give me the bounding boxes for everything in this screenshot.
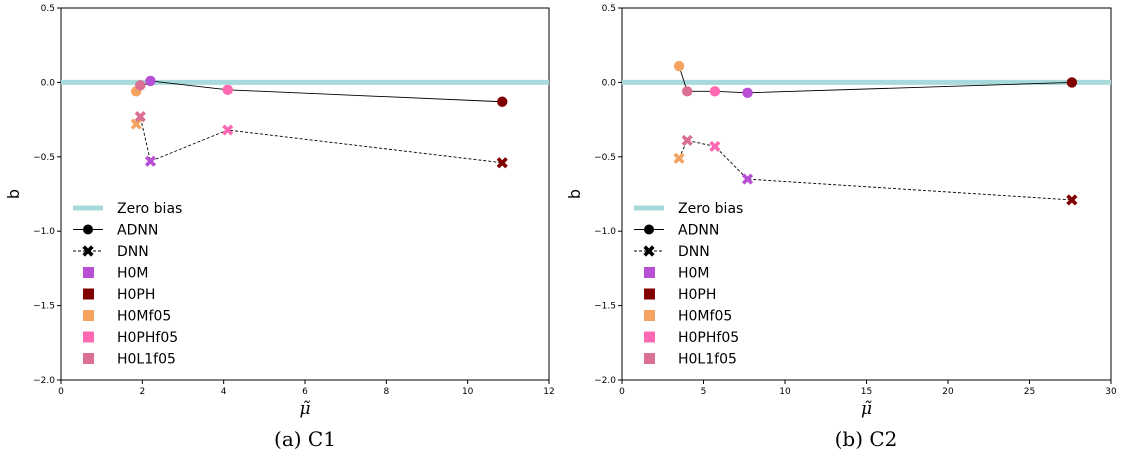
x-tick-label: 8 bbox=[383, 387, 389, 397]
legend-marker-dnn bbox=[643, 245, 655, 257]
x-tick-label: 4 bbox=[221, 387, 227, 397]
dnn-point-h0phf05 bbox=[709, 140, 721, 152]
legend-label: H0PHf05 bbox=[117, 330, 178, 346]
adnn-point-h0m bbox=[145, 75, 156, 87]
y-tick-label: −2.0 bbox=[33, 376, 55, 386]
x-tick-label: 30 bbox=[1105, 387, 1117, 397]
adnn-point-h0l1f05 bbox=[682, 86, 693, 97]
legend-swatch-h0m bbox=[644, 267, 655, 278]
legend-label: DNN bbox=[117, 244, 149, 260]
dnn-point-h0ph bbox=[496, 157, 508, 169]
y-tick-label: 0.0 bbox=[602, 78, 617, 88]
legend-label: H0M bbox=[117, 266, 149, 282]
y-tick-label: −2.0 bbox=[594, 376, 616, 386]
legend-label: H0M bbox=[678, 266, 710, 282]
x-tick-label: 15 bbox=[861, 387, 872, 397]
legend-swatch-h0l1f05 bbox=[83, 353, 94, 364]
y-tick-label: 0.5 bbox=[602, 4, 616, 14]
chart-panel-b: 0 5 10 15 20 25 30 −2.0 −1.5 −1.0 −0.5 0.0 0.5 μ̃ b Zer… bbox=[565, 4, 1117, 419]
dnn-point-h0ph bbox=[1066, 194, 1078, 206]
legend: Zero bias ADNN DNN H0M H0PH H0Mf05 H0PHf05 H0L1… bbox=[634, 201, 743, 368]
legend-swatch-h0phf05 bbox=[83, 331, 94, 343]
adnn-point-h0ph bbox=[497, 96, 508, 107]
y-tick-label: −1.5 bbox=[594, 302, 616, 312]
legend-marker-dnn bbox=[82, 245, 94, 257]
legend-label: H0Mf05 bbox=[678, 309, 732, 325]
x-tick-label: 10 bbox=[779, 387, 791, 397]
dnn-point-h0mf05 bbox=[673, 152, 685, 164]
x-tick-label: 6 bbox=[302, 387, 308, 397]
adnn-point-h0ph bbox=[1066, 77, 1078, 88]
legend-swatch-h0mf05 bbox=[644, 310, 655, 321]
x-tick-label: 25 bbox=[1024, 387, 1035, 397]
dnn-point-h0m bbox=[144, 155, 157, 167]
x-tick-label: 5 bbox=[701, 387, 707, 397]
y-tick-label: −0.5 bbox=[594, 153, 616, 163]
legend-label: H0PH bbox=[678, 287, 716, 303]
caption-a: (a) C1 bbox=[274, 427, 336, 451]
adnn-point-h0m bbox=[742, 87, 753, 99]
legend-label: Zero bias bbox=[678, 201, 743, 217]
y-tick-label: 0.5 bbox=[41, 4, 55, 14]
caption-b: (b) C2 bbox=[834, 427, 898, 451]
legend-marker-adnn bbox=[83, 224, 93, 235]
legend-swatch-h0mf05 bbox=[83, 310, 94, 321]
legend-swatch-h0phf05 bbox=[644, 331, 655, 343]
legend-label: H0PH bbox=[117, 287, 155, 303]
legend-swatch-h0l1f05 bbox=[644, 353, 655, 364]
legend-swatch-h0ph bbox=[83, 288, 94, 300]
y-tick-label: −1.5 bbox=[33, 302, 55, 312]
legend-label: Zero bias bbox=[117, 201, 182, 217]
legend-marker-adnn bbox=[644, 224, 654, 235]
x-tick-label: 12 bbox=[543, 387, 554, 397]
y-tick-label: 0.0 bbox=[41, 78, 56, 88]
y-axis-label: b bbox=[4, 189, 23, 199]
x-tick-label: 0 bbox=[58, 387, 64, 397]
y-tick-label: −1.0 bbox=[594, 227, 616, 237]
x-tick-label: 20 bbox=[942, 387, 954, 397]
dnn-point-h0m bbox=[741, 173, 754, 185]
legend-label: H0L1f05 bbox=[678, 352, 737, 368]
legend: Zero bias ADNN DNN H0M H0PH H0Mf05 H0PHf05 H0L1… bbox=[73, 201, 182, 368]
legend-label: ADNN bbox=[117, 223, 158, 239]
legend-swatch-h0ph bbox=[644, 288, 655, 300]
x-tick-label: 2 bbox=[139, 387, 145, 397]
adnn-point-h0phf05 bbox=[222, 84, 233, 96]
dnn-point-h0mf05 bbox=[130, 118, 142, 130]
x-tick-label: 0 bbox=[619, 387, 625, 397]
dnn-point-h0l1f05 bbox=[134, 111, 146, 123]
x-axis-label: μ̃ bbox=[299, 399, 310, 419]
legend-swatch-h0m bbox=[83, 267, 94, 278]
legend-label: H0Mf05 bbox=[117, 309, 171, 325]
dnn-point-h0phf05 bbox=[222, 124, 234, 136]
y-tick-label: −0.5 bbox=[33, 153, 55, 163]
legend-label: H0PHf05 bbox=[678, 330, 739, 346]
plot-area bbox=[60, 7, 550, 381]
legend-label: H0L1f05 bbox=[117, 352, 176, 368]
adnn-point-h0l1f05 bbox=[135, 80, 146, 91]
x-tick-label: 10 bbox=[462, 387, 474, 397]
y-tick-label: −1.0 bbox=[33, 227, 55, 237]
adnn-point-h0phf05 bbox=[709, 86, 721, 97]
y-axis-label: b bbox=[565, 189, 584, 199]
plot-area bbox=[621, 7, 1112, 381]
dnn-point-h0l1f05 bbox=[681, 134, 693, 146]
legend-label: DNN bbox=[678, 244, 710, 260]
adnn-point-h0mf05 bbox=[673, 60, 685, 72]
legend-label: ADNN bbox=[678, 223, 719, 239]
x-axis-label: μ̃ bbox=[861, 399, 872, 419]
chart-panel-a: 0 2 4 6 8 10 12 −2.0 −1.5 −1.0 −0.5 0.0 0.5 μ̃ b Zero b… bbox=[4, 4, 555, 419]
